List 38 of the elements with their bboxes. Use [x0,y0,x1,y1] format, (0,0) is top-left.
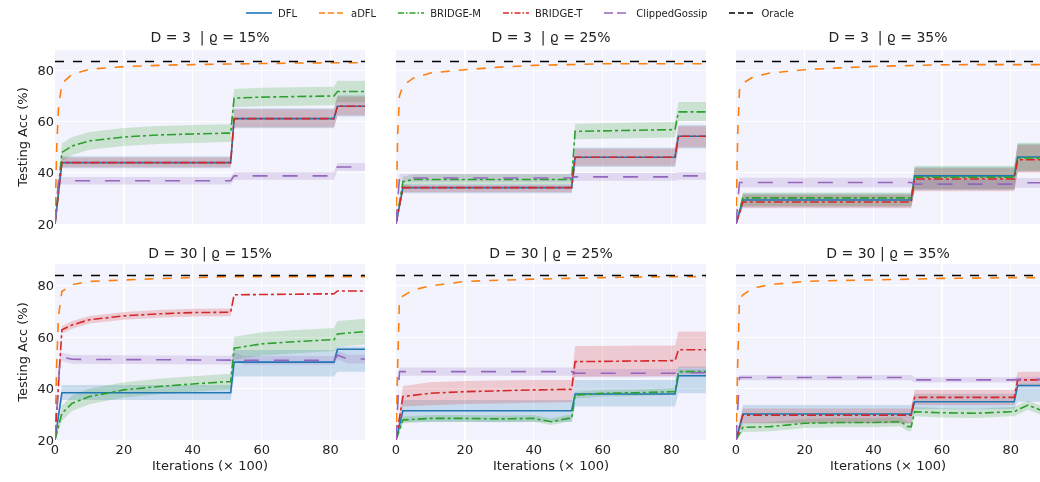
y-tick-label: 20 [37,216,54,232]
chart-title: D = 30 | ϱ = 35% [826,244,950,262]
x-tick-label: 40 [525,442,543,457]
y-tick-label: 80 [37,278,54,294]
y-axis-title: Testing Acc (%) [15,87,31,188]
x-tick-label: 20 [115,442,133,457]
x-tick-label: 0 [731,442,741,457]
x-axis-title: Iterations (× 100) [151,457,269,473]
legend-label: ClippedGossip [636,7,708,19]
y-tick-label: 40 [37,381,54,397]
x-tick-label: 60 [933,442,951,457]
x-tick-label: 40 [184,442,202,457]
x-tick-label: 80 [322,442,339,457]
x-tick-label: 20 [796,442,813,457]
legend-label: Oracle [761,7,794,19]
y-tick-label: 40 [37,165,54,181]
chart-title: D = 30 | ϱ = 15% [148,244,272,262]
y-tick-label: 80 [37,63,54,79]
chart-title: D = 3 | ϱ = 25% [491,28,611,46]
x-axis-title: Iterations (× 100) [829,457,947,473]
x-tick-label: 40 [865,442,882,457]
y-tick-label: 60 [37,329,54,345]
x-tick-label: 80 [663,442,680,457]
legend-label: BRIDGE-M [430,7,481,19]
x-tick-label: 0 [391,442,401,457]
chart-title: D = 30 | ϱ = 25% [489,244,613,262]
x-tick-label: 60 [253,442,270,457]
x-tick-label: 20 [456,442,474,457]
y-tick-label: 60 [37,114,54,130]
legend-label: aDFL [351,7,377,19]
x-tick-label: 80 [1002,442,1020,457]
chart-title: D = 3 | ϱ = 35% [828,28,948,46]
x-tick-label: 60 [594,442,611,457]
x-axis-title: Iterations (× 100) [492,457,610,473]
y-axis-title: Testing Acc (%) [15,302,31,403]
legend-label: DFL [278,7,298,19]
chart-title: D = 3 | ϱ = 15% [150,28,270,46]
legend-label: BRIDGE-T [534,7,583,19]
